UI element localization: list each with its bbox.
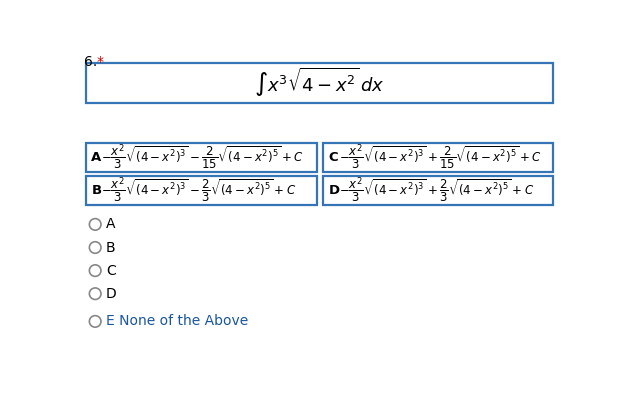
Text: $-\dfrac{x^2}{3}\sqrt{(4-x^2)^3} - \dfrac{2}{3}\sqrt{(4-x^2)^5} + C$: $-\dfrac{x^2}{3}\sqrt{(4-x^2)^3} - \dfra… xyxy=(101,176,297,205)
Text: A: A xyxy=(106,217,116,232)
FancyBboxPatch shape xyxy=(323,143,553,172)
FancyBboxPatch shape xyxy=(86,176,317,205)
Text: B: B xyxy=(91,184,101,197)
FancyBboxPatch shape xyxy=(86,143,317,172)
Text: $-\dfrac{x^2}{3}\sqrt{(4-x^2)^3} + \dfrac{2}{3}\sqrt{(4-x^2)^5} + C$: $-\dfrac{x^2}{3}\sqrt{(4-x^2)^3} + \dfra… xyxy=(339,176,534,205)
Text: D: D xyxy=(106,287,117,301)
Circle shape xyxy=(89,316,101,327)
Circle shape xyxy=(89,265,101,276)
Text: *: * xyxy=(97,55,104,69)
Text: A: A xyxy=(91,151,101,164)
Text: C: C xyxy=(329,151,338,164)
Text: 6.: 6. xyxy=(84,55,98,69)
Text: $-\dfrac{x^2}{3}\sqrt{(4-x^2)^3} + \dfrac{2}{15}\sqrt{(4-x^2)^5} + C$: $-\dfrac{x^2}{3}\sqrt{(4-x^2)^3} + \dfra… xyxy=(339,143,541,172)
Text: B: B xyxy=(106,241,116,254)
FancyBboxPatch shape xyxy=(86,63,553,103)
Circle shape xyxy=(89,219,101,230)
Circle shape xyxy=(89,242,101,253)
FancyBboxPatch shape xyxy=(323,176,553,205)
Text: C: C xyxy=(106,264,116,278)
Text: E None of the Above: E None of the Above xyxy=(106,315,248,328)
Text: D: D xyxy=(329,184,339,197)
Text: $-\dfrac{x^2}{3}\sqrt{(4-x^2)^3} - \dfrac{2}{15}\sqrt{(4-x^2)^5} + C$: $-\dfrac{x^2}{3}\sqrt{(4-x^2)^3} - \dfra… xyxy=(101,143,304,172)
Text: $\int x^3 \sqrt{4 - x^2}\, dx$: $\int x^3 \sqrt{4 - x^2}\, dx$ xyxy=(254,66,385,99)
Circle shape xyxy=(89,288,101,300)
